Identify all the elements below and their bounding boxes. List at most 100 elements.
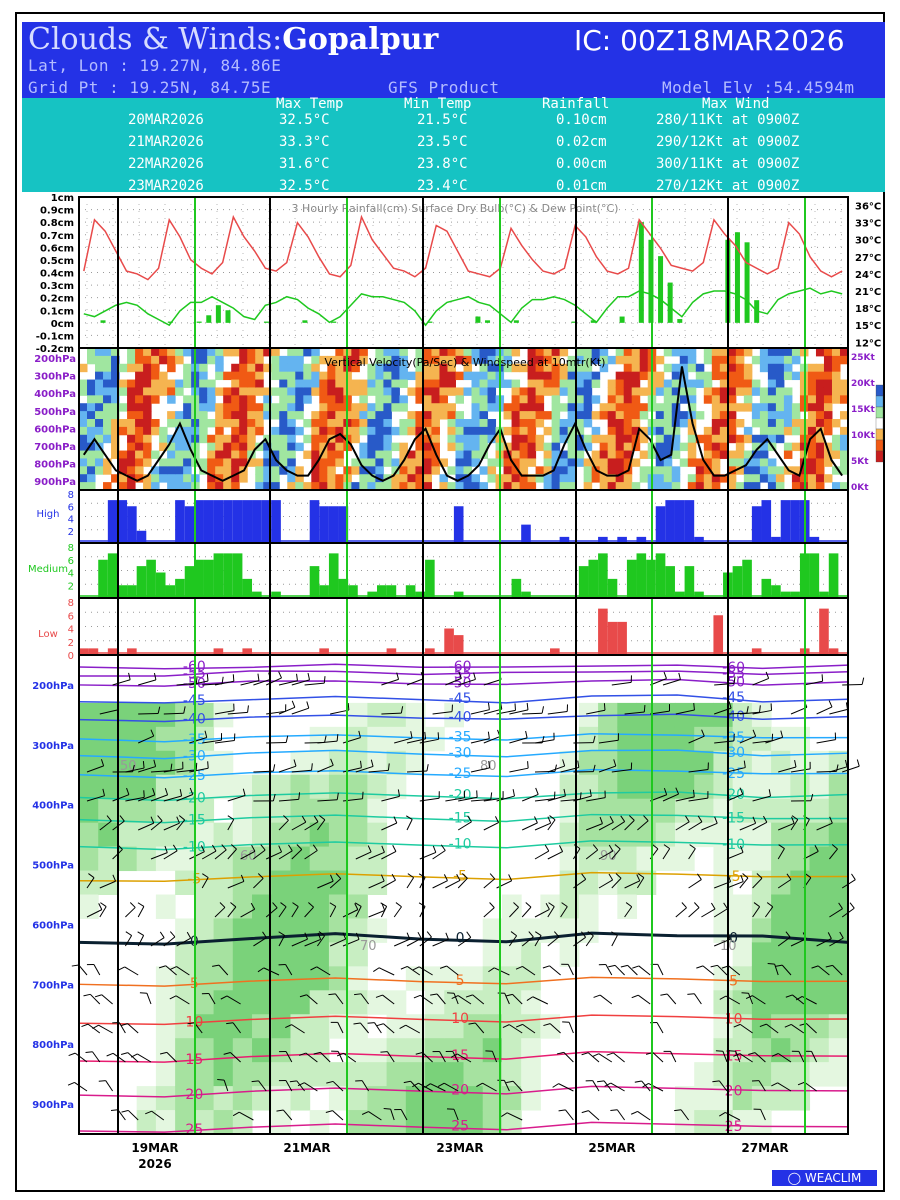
wind-barb-flag [587, 931, 594, 937]
wind-barb-flag [505, 993, 513, 997]
velocity-cell [231, 387, 240, 396]
velocity-cell [279, 355, 288, 365]
velocity-cell [159, 371, 168, 381]
wind-barb [522, 966, 536, 976]
velocity-cell [783, 363, 793, 373]
wind-barb-flag [785, 931, 791, 938]
velocity-cell [783, 442, 793, 452]
humidity-shade [540, 894, 561, 919]
cloud-cover-bar [559, 536, 570, 543]
velocity-cell [479, 434, 489, 444]
velocity-cell [743, 403, 753, 412]
contour-label: 0 [729, 931, 738, 947]
wind-barb-flag [186, 931, 192, 939]
wind-barb [790, 819, 799, 831]
velocity-cell [119, 482, 128, 491]
wind-barb [86, 909, 103, 918]
velocity-cell [399, 450, 408, 459]
temperature-contour [78, 931, 849, 946]
velocity-cell [287, 466, 296, 475]
humidity-shade [290, 1086, 311, 1111]
wind-barb [603, 1080, 613, 1092]
velocity-cell [383, 379, 392, 388]
velocity-cell [431, 379, 440, 388]
wind-barb [368, 769, 389, 773]
wind-barb-flag [693, 902, 700, 908]
velocity-cell [247, 442, 256, 452]
humidity-shade [809, 966, 830, 991]
humidity-shade [194, 990, 215, 1015]
wind-barb-flag [630, 1111, 638, 1115]
wind-barb-flag [592, 1053, 600, 1058]
velocity-cell [135, 426, 144, 436]
wind-barb [739, 1023, 753, 1034]
velocity-cell [463, 348, 473, 357]
wind-barb-flag [719, 1111, 726, 1117]
velocity-cell [263, 474, 272, 483]
humidity-shade [771, 894, 791, 919]
velocity-cell [703, 442, 713, 452]
velocity-cell [431, 387, 440, 396]
velocity-cell [231, 482, 240, 491]
humidity-shade [501, 942, 522, 967]
wind-barb-flag [786, 873, 792, 880]
velocity-cell [471, 403, 481, 412]
wind-barb [381, 879, 396, 889]
humidity-shade [328, 918, 349, 943]
wind-barb-flag [301, 815, 307, 823]
velocity-cell [639, 466, 649, 475]
cloud-cover-bar [127, 585, 137, 598]
velocity-cell [519, 474, 529, 483]
velocity-cell [775, 466, 785, 475]
velocity-cell [375, 348, 384, 357]
wind-barb [361, 1080, 370, 1092]
pressure-tick: 800hPa [32, 1040, 74, 1051]
velocity-cell [399, 379, 408, 388]
wind-barb-flag [473, 672, 476, 680]
velocity-cell [431, 419, 440, 428]
humidity-shade [732, 774, 753, 800]
humidity-label: 70 [360, 939, 377, 954]
velocity-cell [503, 474, 513, 483]
velocity-cell [727, 348, 737, 357]
velocity-cell [655, 403, 665, 412]
velocity-cell [415, 371, 424, 381]
humidity-shade [809, 990, 830, 1015]
velocity-cell [391, 458, 400, 467]
wind-barb-flag [381, 845, 385, 853]
velocity-legend-swatch [875, 395, 884, 408]
wind-barb-flag [804, 873, 812, 879]
velocity-cell [423, 379, 432, 388]
velocity-cell [711, 434, 721, 444]
wind-barb-flag [159, 931, 165, 938]
velocity-cell [207, 458, 216, 467]
velocity-cell [311, 387, 320, 396]
velocity-cell [759, 348, 769, 357]
wind-barb [227, 819, 235, 831]
humidity-shade [482, 918, 503, 943]
velocity-cell [671, 379, 681, 388]
wind-barb [74, 1052, 88, 1063]
wind-barb [503, 1080, 510, 1092]
col-rainfall: Rainfall [542, 96, 610, 112]
velocity-cell [687, 482, 697, 491]
velocity-cell [231, 442, 240, 452]
velocity-cell [151, 450, 160, 459]
wind-barb-flag [202, 873, 209, 878]
velocity-cell [767, 466, 777, 475]
velocity-cell [839, 387, 849, 396]
velocity-cell [519, 419, 529, 428]
wind-barb [291, 769, 312, 773]
velocity-cell [487, 363, 497, 373]
cloud-cover-bar [684, 566, 695, 598]
wind-barb [598, 1053, 613, 1063]
velocity-cell [127, 363, 136, 373]
rain-axis-tick: 0.6cm [40, 243, 74, 254]
velocity-cell [127, 395, 136, 404]
velocity-cell [95, 348, 104, 357]
velocity-cell [575, 363, 585, 373]
wind-barb-flag [759, 1023, 767, 1028]
velocity-cell [519, 387, 529, 396]
velocity-cell [535, 411, 545, 420]
velocity-cell [559, 403, 569, 412]
